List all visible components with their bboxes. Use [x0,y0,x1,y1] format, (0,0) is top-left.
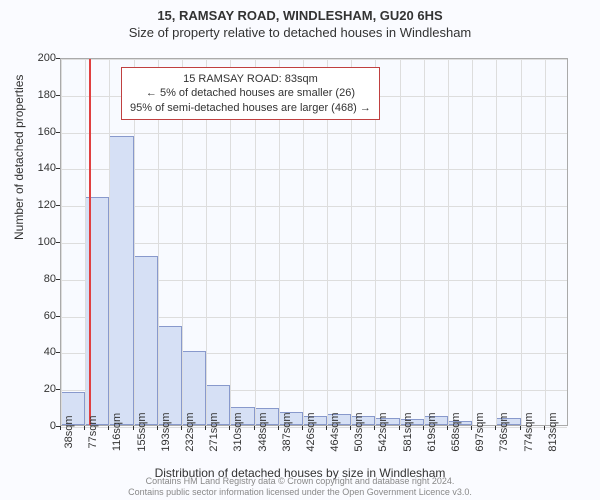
x-tick-label: 464sqm [329,412,341,451]
x-tick-label: 38sqm [63,415,75,448]
x-tick [350,426,351,430]
x-tick [326,426,327,430]
y-tick [56,168,60,169]
histogram-bar [109,136,133,425]
y-tick [56,279,60,280]
x-tick [471,426,472,430]
grid-line-v [472,59,473,425]
x-tick-label: 619sqm [426,412,438,451]
y-tick-label: 180 [38,89,56,101]
y-tick [56,316,60,317]
annotation-box: 15 RAMSAY ROAD: 83sqm← 5% of detached ho… [121,67,380,120]
grid-line-v [61,59,62,425]
x-tick-label: 387sqm [281,412,293,451]
x-tick-label: 232sqm [184,412,196,451]
page-subtitle: Size of property relative to detached ho… [0,25,600,40]
y-tick-label: 60 [44,310,56,322]
x-tick-label: 542sqm [377,412,389,451]
x-tick-label: 774sqm [523,412,535,451]
x-tick [495,426,496,430]
y-tick [56,389,60,390]
grid-line-h [61,243,567,244]
x-tick [205,426,206,430]
x-tick-label: 310sqm [232,412,244,451]
x-tick-label: 697sqm [474,412,486,451]
x-tick [302,426,303,430]
x-tick [157,426,158,430]
x-tick [423,426,424,430]
x-tick-label: 813sqm [547,412,559,451]
page-title: 15, RAMSAY ROAD, WINDLESHAM, GU20 6HS [0,8,600,23]
x-tick-label: 581sqm [402,412,414,451]
grid-line-h [61,169,567,170]
y-tick [56,95,60,96]
x-tick [520,426,521,430]
x-tick [181,426,182,430]
grid-line-h [61,59,567,60]
x-tick-label: 348sqm [257,412,269,451]
grid-line-v [496,59,497,425]
y-tick-label: 40 [44,346,56,358]
y-tick-label: 200 [38,52,56,64]
y-tick [56,352,60,353]
x-tick [108,426,109,430]
footer-attribution: Contains HM Land Registry data © Crown c… [0,476,600,498]
x-tick [133,426,134,430]
x-tick-label: 155sqm [136,412,148,451]
x-tick [374,426,375,430]
grid-line-v [545,59,546,425]
y-tick-label: 140 [38,162,56,174]
grid-line-h [61,206,567,207]
y-tick-label: 120 [38,199,56,211]
y-tick [56,58,60,59]
histogram-chart: 15 RAMSAY ROAD: 83sqm← 5% of detached ho… [60,58,568,426]
x-tick-label: 116sqm [111,413,123,451]
grid-line-v [424,59,425,425]
y-tick-label: 80 [44,273,56,285]
y-tick [56,132,60,133]
grid-line-v [448,59,449,425]
x-tick [399,426,400,430]
x-tick-label: 736sqm [498,412,510,451]
property-marker-line [89,59,91,425]
x-tick [60,426,61,430]
y-tick-label: 20 [44,383,56,395]
x-tick-label: 77sqm [87,415,99,448]
x-tick [84,426,85,430]
x-tick [278,426,279,430]
x-tick [447,426,448,430]
annotation-line3: 95% of semi-detached houses are larger (… [130,101,371,115]
grid-line-v [521,59,522,425]
histogram-bar [134,256,158,425]
footer-line2: Contains public sector information licen… [0,487,600,498]
annotation-line2: ← 5% of detached houses are smaller (26) [130,86,371,100]
y-tick-label: 100 [38,236,56,248]
x-tick-label: 658sqm [450,412,462,451]
x-tick-label: 503sqm [353,412,365,451]
y-axis-title: Number of detached properties [12,75,26,240]
y-tick-label: 160 [38,126,56,138]
grid-line-v [85,59,86,425]
footer-line1: Contains HM Land Registry data © Crown c… [0,476,600,487]
grid-line-v [109,59,110,425]
x-tick [254,426,255,430]
grid-line-v [400,59,401,425]
x-tick-label: 193sqm [160,412,172,451]
y-tick [56,242,60,243]
grid-line-h [61,133,567,134]
histogram-bar [158,326,182,425]
x-tick [544,426,545,430]
x-tick-label: 271sqm [208,412,220,451]
y-tick [56,205,60,206]
x-tick [229,426,230,430]
annotation-line1: 15 RAMSAY ROAD: 83sqm [130,72,371,86]
x-tick-label: 426sqm [305,412,317,451]
